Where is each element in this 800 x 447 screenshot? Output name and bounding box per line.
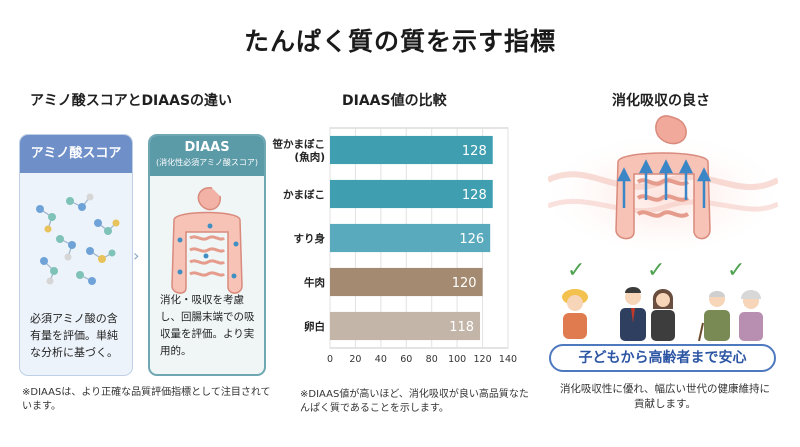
- people-illustration: [562, 287, 763, 341]
- diaas-card-subtitle: (消化性必須アミノ酸スコア): [155, 158, 259, 167]
- right-note: 消化吸収性に優れ、幅広い世代の健康維持に貢献します。: [559, 383, 771, 410]
- diaas-card-header: DIAAS (消化性必須アミノ酸スコア): [150, 136, 264, 176]
- x-tick-label: 20: [349, 354, 361, 365]
- diaas-card: DIAAS (消化性必須アミノ酸スコア) 消化・吸収を考慮し、回腸末端での吸収量…: [148, 134, 266, 376]
- bar: [330, 223, 491, 253]
- molecule-illustration: [36, 193, 120, 285]
- chart-note: ※DIAAS値が高いほど、消化吸収が良い高品質なたんぱく質であることを示します。: [300, 389, 529, 414]
- page-title: たんぱく質の質を示す指標: [243, 27, 556, 56]
- bar-value-label: 126: [459, 232, 484, 247]
- left-note: ※DIAASは、より正確な品質評価指標として注目されています。: [22, 387, 271, 412]
- check-icon: ✓: [567, 258, 586, 283]
- x-tick-label: 40: [375, 354, 387, 365]
- chevron-right-icon: ›: [133, 246, 140, 265]
- x-tick-label: 0: [327, 354, 333, 365]
- x-tick-label: 120: [474, 354, 492, 365]
- category-label: すり身: [294, 232, 326, 245]
- check-icon: ✓: [727, 258, 746, 283]
- category-label: (魚肉): [294, 151, 325, 164]
- diaas-card-text: 消化・吸収を考慮し、回腸末端での吸収量を評価。より実用的。: [160, 294, 255, 357]
- chart-heading: DIAAS値の比較: [342, 93, 447, 109]
- x-tick-label: 60: [400, 354, 412, 365]
- category-label: 牛肉: [304, 276, 325, 289]
- right-heading: 消化吸収の良さ: [612, 93, 710, 109]
- all-ages-banner: 子どもから高齢者まで安心: [549, 344, 776, 372]
- x-tick-label: 140: [499, 354, 517, 365]
- bar-value-label: 128: [462, 144, 487, 159]
- category-label: 卵白: [304, 320, 325, 333]
- check-icon: ✓: [647, 258, 666, 283]
- left-heading: アミノ酸スコアとDIAASの違い: [30, 93, 233, 109]
- chart-svg: 0 20 40 60 80 100 120 140 128 笹かまぼこ(魚肉) 128 かまぼこ 126…: [272, 127, 517, 365]
- intestine-illustration: [171, 187, 243, 294]
- bar-value-label: 128: [462, 188, 487, 203]
- bar: [330, 135, 493, 165]
- category-label: かまぼこ: [283, 188, 325, 201]
- bar-value-label: 120: [452, 276, 477, 291]
- x-tick-label: 100: [448, 354, 466, 365]
- bar: [330, 179, 493, 209]
- bar: [330, 267, 483, 297]
- category-label: 笹かまぼこ: [272, 138, 325, 151]
- x-tick-label: 80: [426, 354, 438, 365]
- amino-score-card: アミノ酸スコア 必須アミノ酸の含有量を評価。単純な分析に基づく。: [19, 134, 133, 376]
- bar: [330, 311, 481, 341]
- bar-value-label: 118: [449, 320, 474, 335]
- amino-card-text: 必須アミノ酸の含有量を評価。単純な分析に基づく。: [30, 312, 118, 359]
- amino-card-title: アミノ酸スコア: [20, 135, 132, 173]
- diaas-bar-chart: 0 20 40 60 80 100 120 140 128 笹かまぼこ (魚肉) 128 かまぼこ 126…: [272, 118, 522, 380]
- diaas-card-title: DIAAS: [184, 140, 230, 155]
- digestion-illustration: [548, 115, 778, 250]
